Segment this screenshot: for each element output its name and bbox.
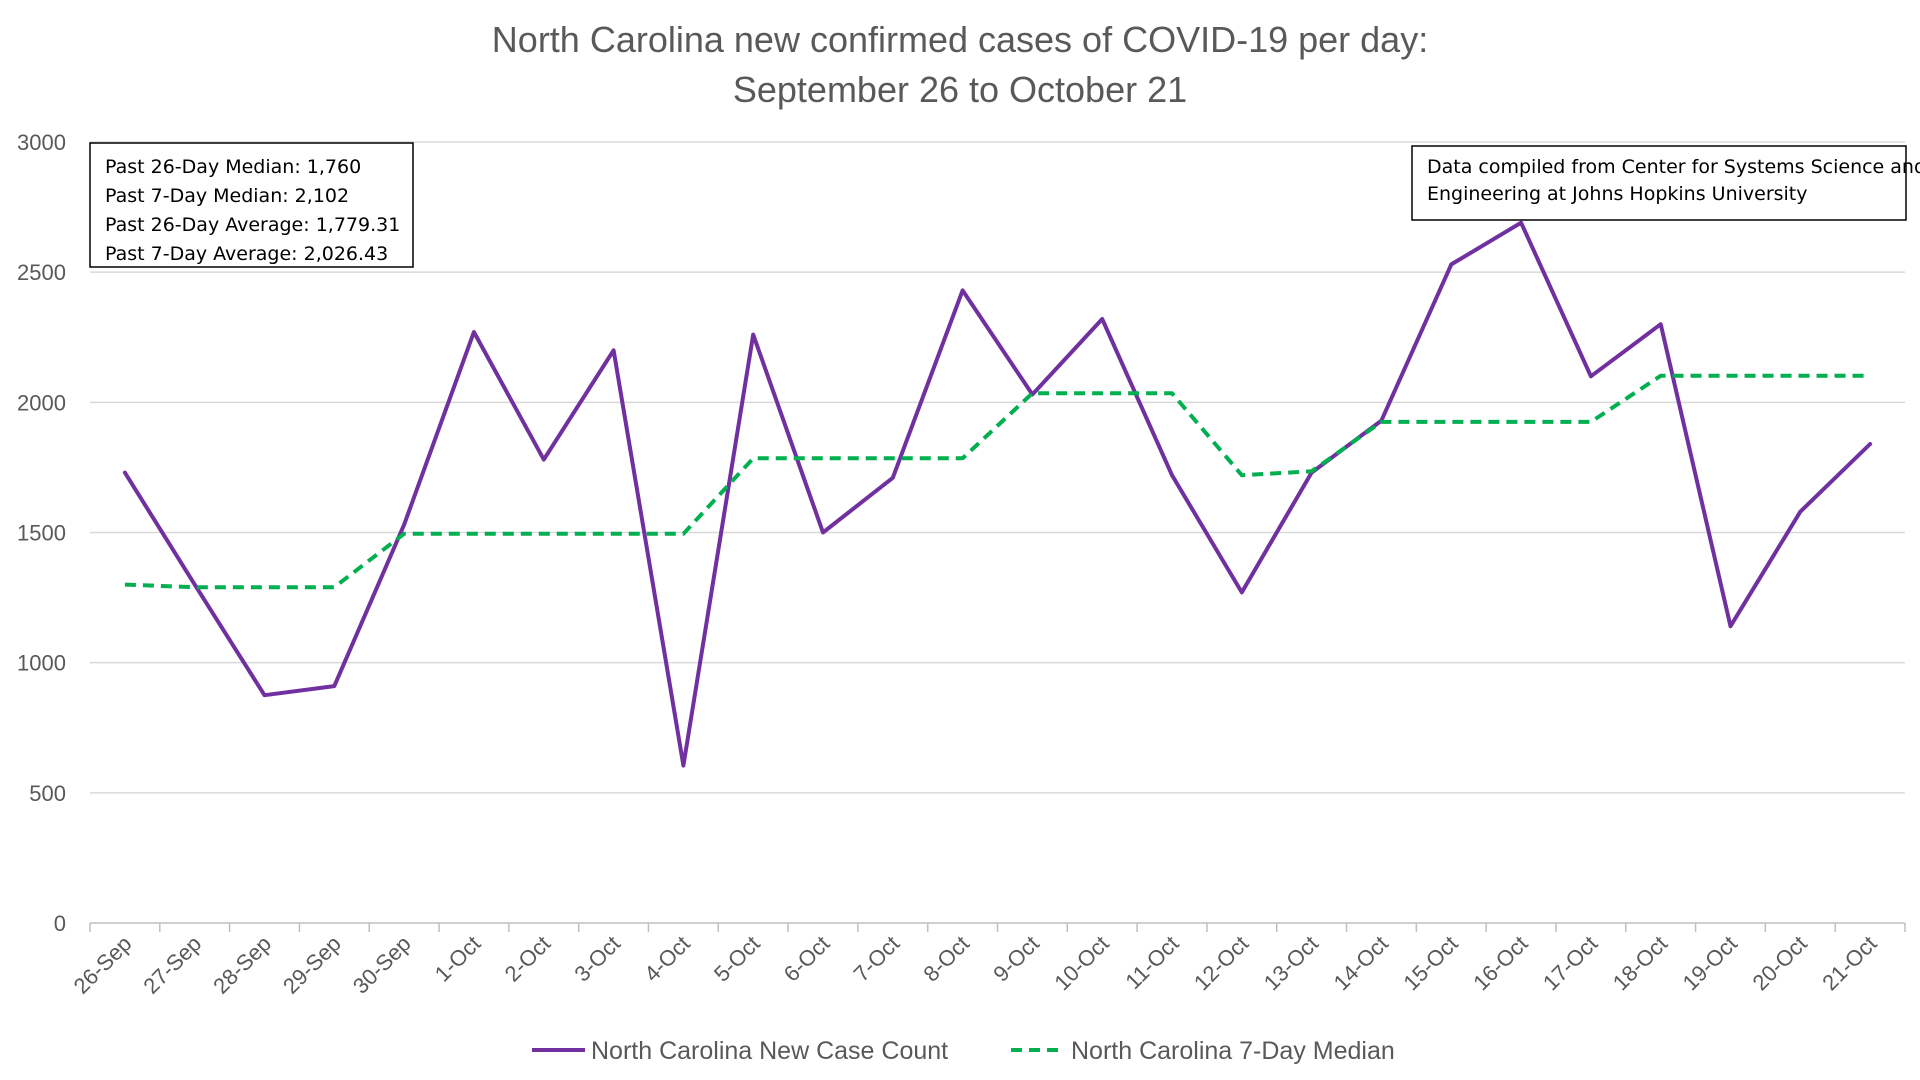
- x-tick-label: 16-Oct: [1468, 931, 1532, 995]
- series-lines: [122, 220, 1873, 768]
- x-tick-label: 13-Oct: [1259, 931, 1323, 995]
- x-tick-label: 10-Oct: [1049, 931, 1113, 995]
- source-box-line: Engineering at Johns Hopkins University: [1427, 183, 1808, 205]
- y-tick-label: 2500: [17, 260, 66, 285]
- legend-label-new-cases: North Carolina New Case Count: [591, 1037, 948, 1065]
- x-tick-label: 15-Oct: [1398, 931, 1462, 995]
- x-tick-label: 14-Oct: [1329, 931, 1393, 995]
- y-tick-label: 3000: [17, 130, 66, 155]
- y-tick-label: 1500: [17, 521, 66, 546]
- stats-box-line: Past 7-Day Median: 2,102: [105, 185, 349, 207]
- x-tick-label: 17-Oct: [1538, 931, 1602, 995]
- x-tick-label: 28-Sep: [208, 931, 276, 999]
- series-line-7-day-median: [124, 373, 1871, 590]
- x-tick-label: 2-Oct: [500, 931, 556, 987]
- source-box: Data compiled from Center for Systems Sc…: [1411, 145, 1920, 221]
- stats-box-line: Past 26-Day Median: 1,760: [105, 156, 361, 178]
- x-tick-label: 29-Sep: [278, 931, 346, 999]
- x-tick-label: 26-Sep: [69, 931, 137, 999]
- legend: North Carolina New Case Count North Caro…: [532, 1037, 1395, 1065]
- stats-box: Past 26-Day Median: 1,760 Past 7-Day Med…: [89, 142, 414, 268]
- y-axis-ticks: 0 500 1000 1500 2000 2500 3000: [17, 130, 66, 936]
- x-tick-label: 4-Oct: [639, 931, 695, 987]
- chart-title-line-2: September 26 to October 21: [733, 69, 1187, 110]
- source-box-line: Data compiled from Center for Systems Sc…: [1427, 156, 1920, 178]
- x-tick-label: 27-Sep: [138, 931, 206, 999]
- x-tick-label: 19-Oct: [1678, 931, 1742, 995]
- x-tick-label: 11-Oct: [1120, 931, 1183, 994]
- x-tick-label: 20-Oct: [1747, 931, 1811, 995]
- x-tick-label: 3-Oct: [569, 931, 625, 987]
- x-tick-label: 21-Oct: [1817, 931, 1881, 995]
- x-tick-label: 6-Oct: [779, 931, 835, 987]
- x-tick-label: 8-Oct: [918, 931, 974, 987]
- stats-box-line: Past 26-Day Average: 1,779.31: [105, 214, 400, 236]
- x-tick-label: 12-Oct: [1189, 931, 1253, 995]
- y-tick-label: 500: [29, 781, 66, 806]
- legend-label-7-day-median: North Carolina 7-Day Median: [1071, 1037, 1395, 1065]
- source-box-border: [1411, 145, 1907, 221]
- x-tick-label: 7-Oct: [849, 931, 905, 987]
- chart-title-line-1: North Carolina new confirmed cases of CO…: [492, 19, 1428, 60]
- x-tick-label: 1-Oct: [430, 931, 486, 987]
- x-tick-label: 30-Sep: [348, 931, 416, 999]
- stats-box-border: [89, 142, 414, 268]
- stats-box-line: Past 7-Day Average: 2,026.43: [105, 243, 388, 265]
- x-tick-label: 18-Oct: [1608, 931, 1672, 995]
- gridlines: [90, 141, 1905, 794]
- y-tick-label: 2000: [17, 390, 66, 415]
- y-tick-label: 0: [54, 911, 66, 936]
- y-tick-label: 1000: [17, 651, 66, 676]
- x-tick-label: 9-Oct: [988, 931, 1044, 987]
- x-axis: [89, 922, 1906, 932]
- x-tick-label: 5-Oct: [709, 931, 765, 987]
- series-line-new-cases: [122, 220, 1873, 768]
- x-axis-ticks: 26-Sep 27-Sep 28-Sep 29-Sep 30-Sep 1-Oct 2-Oct…: [69, 931, 1882, 999]
